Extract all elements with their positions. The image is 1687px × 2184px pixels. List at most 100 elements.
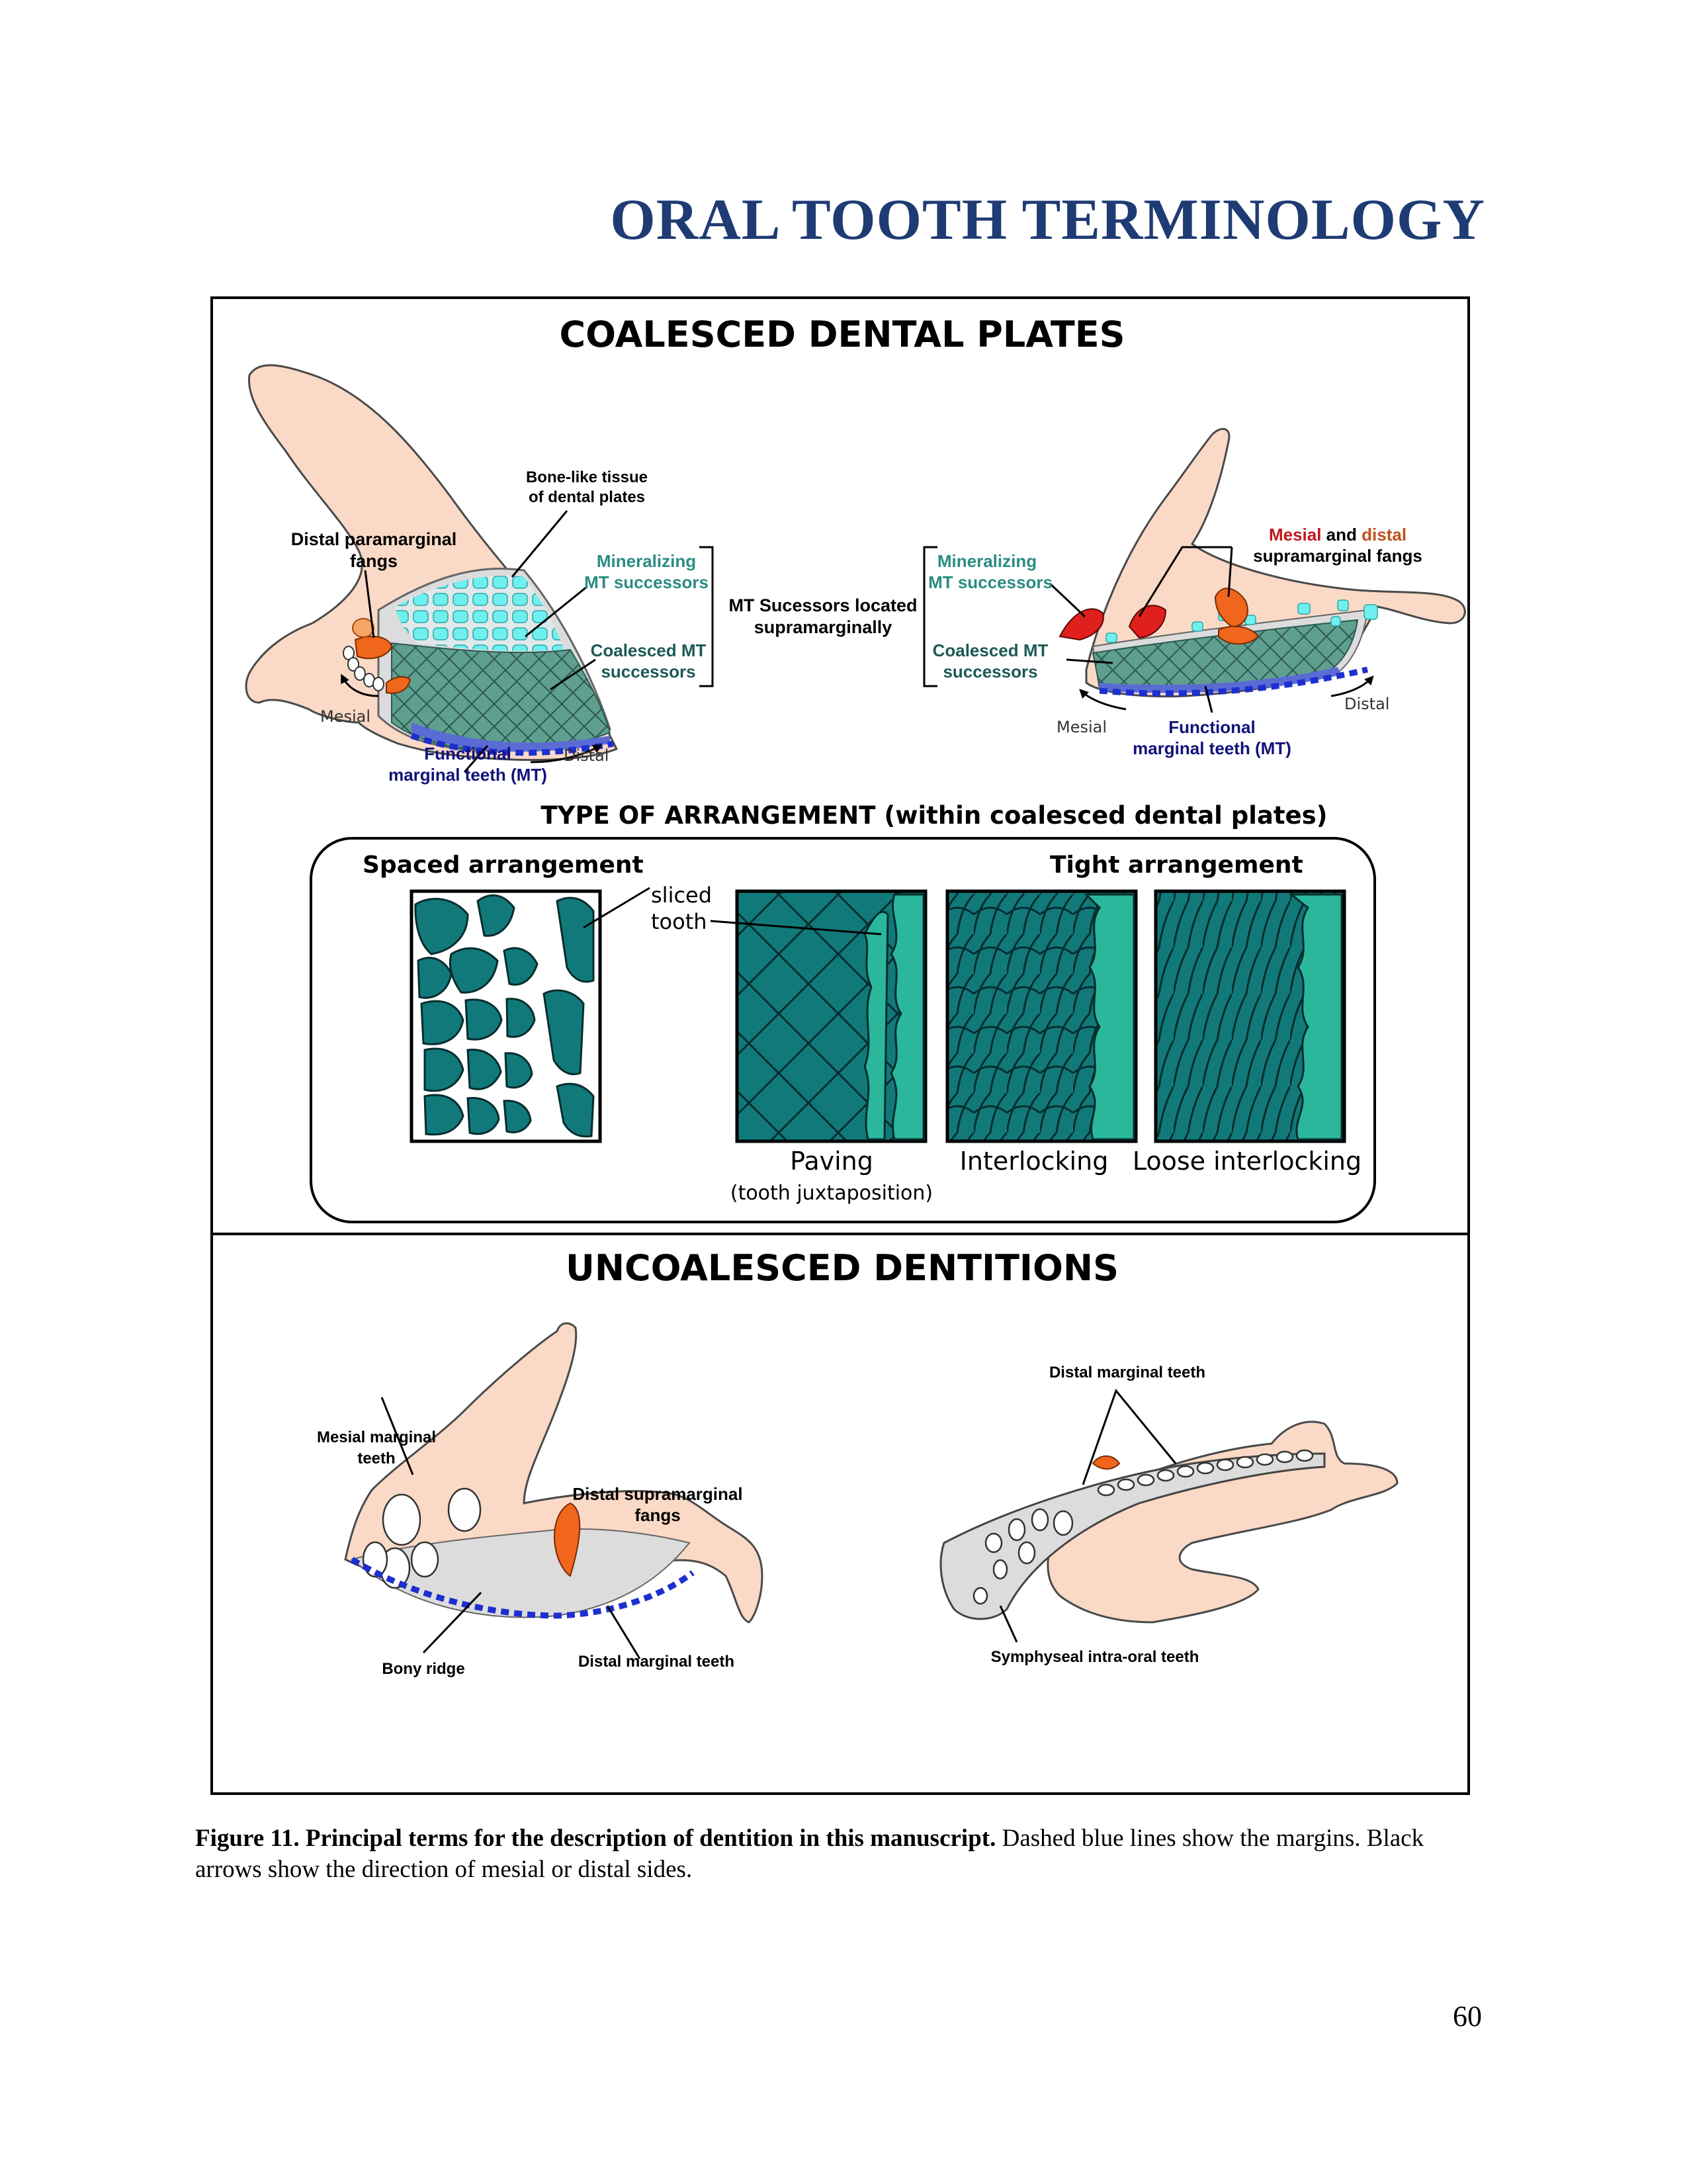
sliced-label-1: sliced — [651, 883, 712, 908]
right-coalesced-leader — [1066, 658, 1113, 664]
left-mesial-arrow — [341, 674, 379, 697]
left-functional-label-1: Functional — [424, 744, 511, 764]
uncoalesced-right-distal-leader — [1082, 1388, 1177, 1485]
mesial-marginal-label-2: teeth — [357, 1450, 395, 1467]
sliced-label-2: tooth — [651, 909, 707, 934]
spaced-sliced-line — [583, 887, 650, 929]
uncoalesced-right-teeth — [973, 1449, 1314, 1605]
spaced-heading: Spaced arrangement — [363, 852, 644, 879]
paving-label: Paving — [790, 1147, 873, 1176]
figure-caption: Figure 11. Principal terms for the descr… — [195, 1823, 1492, 1885]
left-coalesced-leader — [550, 658, 596, 691]
paving-panel — [710, 889, 928, 1143]
uncoalesced-right-symphyseal-leader — [999, 1605, 1018, 1643]
uncoalesced-bony-ridge-leader — [422, 1591, 482, 1654]
left-functional-leader — [463, 745, 489, 773]
left-fangs-label-1: Distal paramarginal — [291, 529, 457, 549]
right-fangs-leader-1 — [1138, 546, 1232, 617]
left-fangs-label-2: fangs — [350, 551, 398, 571]
caption-bold: Figure 11. Principal terms for the descr… — [195, 1825, 996, 1852]
right-coalesced-label-1: Coalesced MT — [933, 640, 1049, 660]
uncoalesced-left-jaw — [344, 1322, 763, 1659]
right-mesial-arrow — [1079, 689, 1127, 711]
left-coalesced-jaw — [245, 364, 619, 773]
middle-label-2: supramarginally — [754, 617, 892, 637]
left-fang-1 — [354, 635, 393, 660]
left-mesial-label: Mesial — [320, 707, 370, 726]
right-distal-arrow — [1330, 676, 1374, 697]
left-mineralizing-label-1: Mineralizing — [597, 551, 696, 571]
right-margin-dashed — [1099, 666, 1369, 697]
right-functional-leader — [1204, 685, 1213, 713]
paving-sublabel: (tooth juxtaposition) — [730, 1182, 933, 1205]
right-fangs-label-2: supramarginal fangs — [1253, 546, 1422, 566]
paving-sliced-line — [710, 920, 882, 936]
right-bracket — [923, 546, 937, 687]
loose-interlocking-panel — [1154, 889, 1346, 1143]
left-coalesced-label-2: successors — [601, 662, 695, 681]
spaced-panel — [410, 887, 650, 1143]
uncoalesced-heading: UNCOALESCED DENTITIONS — [566, 1247, 1119, 1289]
distal-marginal-left-label: Distal marginal teeth — [578, 1653, 734, 1671]
page-title: ORAL TOOTH TERMINOLOGY — [610, 188, 1485, 252]
tight-heading: Tight arrangement — [1050, 852, 1303, 879]
uncoalesced-left-margin — [350, 1557, 695, 1619]
left-bracket — [699, 546, 714, 687]
right-coalesced-jaw — [1049, 427, 1466, 713]
right-fangs-leader-2 — [1227, 546, 1233, 597]
coalesced-heading: COALESCED DENTAL PLATES — [560, 314, 1125, 355]
uncoalesced-mesial-leader — [380, 1397, 414, 1475]
left-functional-teeth — [411, 722, 610, 752]
left-bone-label-1: Bone-like tissue — [526, 468, 648, 486]
right-distal-label: Distal — [1344, 695, 1389, 713]
right-fangs-label-1: Mesial and distal — [1269, 525, 1406, 545]
left-mineralizing-leader — [525, 586, 587, 638]
left-mineralizing-label-2: MT successors — [584, 572, 709, 592]
right-functional-teeth — [1100, 667, 1341, 693]
uncoalesced-right-fang — [1092, 1455, 1121, 1470]
distal-supra-label-1: Distal supramarginal — [572, 1484, 742, 1504]
right-functional-label-2: marginal teeth (MT) — [1133, 738, 1291, 758]
arrangement-heading: TYPE OF ARRANGEMENT (within coalesced de… — [541, 801, 1327, 830]
figure-frame: COALESCED DENTAL PLATES — [210, 296, 1470, 1795]
right-coalesced-label-2: successors — [943, 662, 1037, 681]
right-fangs-label-and: and — [1326, 525, 1357, 545]
right-functional-label-1: Functional — [1168, 717, 1255, 737]
left-functional-label-2: marginal teeth (MT) — [388, 765, 547, 785]
right-fangs-label-mesial: Mesial — [1269, 525, 1322, 545]
left-fang-2 — [386, 676, 411, 694]
right-mineralizing-label-1: Mineralizing — [937, 551, 1037, 571]
uncoalesced-right-bone — [1047, 1420, 1399, 1624]
right-red-fang-1 — [1059, 608, 1104, 641]
interlocking-label: Interlocking — [960, 1147, 1109, 1176]
right-red-fang-2 — [1128, 605, 1167, 639]
right-mineralizing-leader — [1049, 582, 1086, 618]
left-fang-bud — [352, 618, 374, 638]
figure-drawing: COALESCED DENTAL PLATES — [245, 314, 1466, 1678]
caption-rest: Dashed blue lines show the margins. Blac… — [195, 1825, 1424, 1883]
uncoalesced-left-fang — [554, 1502, 581, 1577]
middle-label-1: MT Sucessors located — [728, 595, 917, 615]
uncoalesced-distal-marginal-leader — [606, 1605, 641, 1659]
loose-label: Loose interlocking — [1133, 1147, 1362, 1176]
right-mineralizing-label-2: MT successors — [928, 572, 1053, 592]
symphyseal-label: Symphyseal intra-oral teeth — [991, 1648, 1199, 1666]
interlocking-panel — [945, 889, 1138, 1143]
right-orange-fang-2 — [1218, 625, 1260, 645]
uncoalesced-right-jaw — [939, 1388, 1399, 1643]
left-mineralizing-successors — [395, 576, 564, 651]
left-coalesced-label-1: Coalesced MT — [591, 640, 707, 660]
left-margin-dashed — [410, 732, 614, 756]
bony-ridge-label: Bony ridge — [382, 1660, 464, 1678]
left-bone-label-2: of dental plates — [529, 488, 645, 506]
right-cyan-successors — [1105, 599, 1378, 643]
distal-marginal-right-label: Distal marginal teeth — [1049, 1364, 1205, 1381]
left-distal-arrow — [530, 744, 603, 764]
page-number: 60 — [1453, 2000, 1482, 2032]
right-fangs-label-distal: distal — [1362, 525, 1406, 545]
right-mesial-label: Mesial — [1057, 718, 1107, 736]
left-bone-leader — [511, 510, 568, 578]
mesial-marginal-label-1: Mesial marginal — [317, 1428, 436, 1446]
frame-divider — [213, 1233, 1467, 1235]
left-fangs-leader — [364, 570, 375, 638]
